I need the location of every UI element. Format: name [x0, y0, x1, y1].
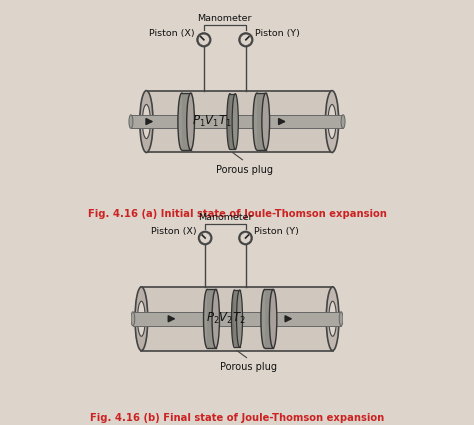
Bar — [264, 289, 273, 348]
Text: Porous plug: Porous plug — [216, 164, 273, 175]
Text: Piston (X): Piston (X) — [149, 28, 195, 38]
Ellipse shape — [326, 287, 339, 351]
Bar — [235, 290, 239, 348]
Circle shape — [240, 232, 251, 244]
Bar — [264, 115, 343, 128]
Ellipse shape — [269, 289, 277, 348]
Ellipse shape — [329, 301, 337, 336]
Ellipse shape — [262, 93, 270, 150]
Ellipse shape — [212, 289, 219, 348]
Bar — [131, 115, 183, 128]
Bar — [207, 289, 216, 348]
Bar — [146, 91, 332, 153]
Text: Piston (Y): Piston (Y) — [254, 227, 299, 236]
Ellipse shape — [142, 105, 150, 139]
Ellipse shape — [187, 93, 194, 150]
Ellipse shape — [341, 115, 345, 128]
Ellipse shape — [328, 105, 336, 139]
Text: Fig. 4.16 (a) Initial state of Joule-Thomson expansion: Fig. 4.16 (a) Initial state of Joule-Tho… — [88, 209, 386, 219]
Text: $P_1V_1T_1$: $P_1V_1T_1$ — [191, 114, 232, 129]
Bar — [239, 312, 266, 326]
Ellipse shape — [140, 91, 153, 153]
Circle shape — [200, 232, 210, 244]
Circle shape — [199, 232, 211, 244]
Text: $P_2V_2T_2$: $P_2V_2T_2$ — [206, 311, 246, 326]
Ellipse shape — [137, 301, 145, 336]
Text: Manometer: Manometer — [198, 213, 253, 222]
Text: Piston (X): Piston (X) — [151, 227, 197, 236]
Bar — [230, 94, 235, 150]
Circle shape — [197, 33, 210, 46]
Ellipse shape — [203, 289, 211, 348]
Ellipse shape — [237, 290, 243, 348]
Ellipse shape — [325, 91, 338, 153]
Ellipse shape — [135, 287, 148, 351]
Ellipse shape — [131, 312, 135, 326]
Bar — [133, 312, 208, 326]
Ellipse shape — [178, 93, 186, 150]
Ellipse shape — [253, 93, 261, 150]
Circle shape — [239, 232, 252, 244]
Bar — [257, 93, 266, 150]
Bar — [190, 115, 230, 128]
Bar — [141, 287, 333, 351]
Text: Porous plug: Porous plug — [220, 362, 277, 372]
Bar — [182, 93, 191, 150]
Circle shape — [239, 33, 253, 46]
Circle shape — [240, 34, 252, 45]
Bar — [215, 312, 235, 326]
Ellipse shape — [232, 94, 238, 150]
Text: Manometer: Manometer — [198, 14, 252, 23]
Circle shape — [198, 34, 210, 45]
Ellipse shape — [339, 312, 343, 326]
Ellipse shape — [129, 115, 133, 128]
Ellipse shape — [231, 290, 237, 348]
Text: Fig. 4.16 (b) Final state of Joule-Thomson expansion: Fig. 4.16 (b) Final state of Joule-Thoms… — [90, 413, 384, 423]
Bar — [235, 115, 258, 128]
Ellipse shape — [227, 94, 233, 150]
Bar — [272, 312, 341, 326]
Text: Piston (Y): Piston (Y) — [255, 28, 300, 38]
Ellipse shape — [261, 289, 268, 348]
